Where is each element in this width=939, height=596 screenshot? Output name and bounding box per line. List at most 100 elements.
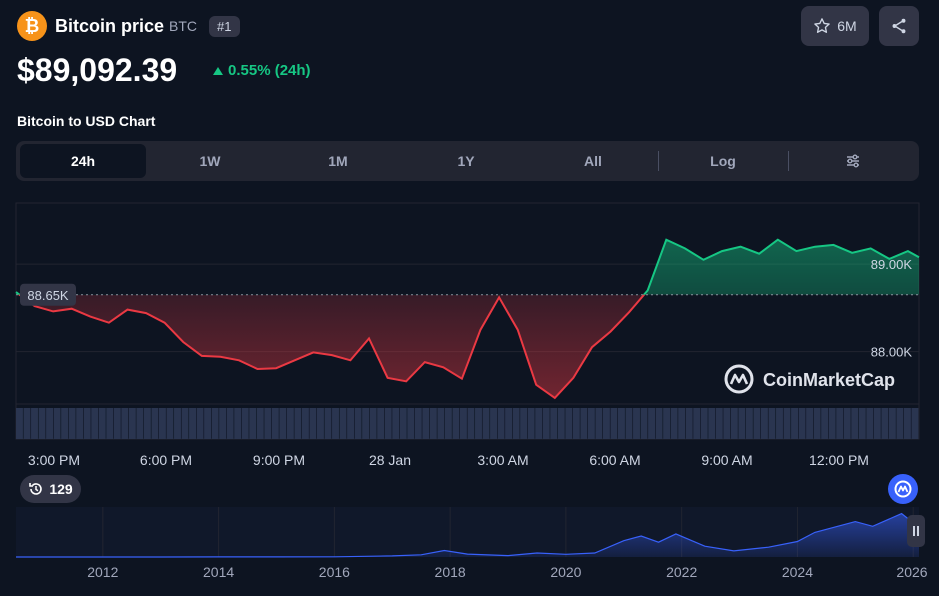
coin-symbol: BTC xyxy=(169,18,198,34)
volume-bar xyxy=(256,408,264,439)
volume-bar xyxy=(836,408,844,439)
volume-bar xyxy=(61,408,69,439)
watchlist-count: 6M xyxy=(837,18,857,34)
volume-bar xyxy=(219,408,227,439)
volume-bar xyxy=(286,408,294,439)
volume-bar xyxy=(572,408,580,439)
overview-x-tick-label: 2024 xyxy=(782,564,813,580)
price-chart[interactable]: 89.00K 88.00K 3:00 PM 6:00 PM 9:00 PM 28 Jan… xyxy=(0,195,939,480)
price-line-below xyxy=(17,294,646,400)
volume-bar xyxy=(625,408,633,439)
coin-title: Bitcoin price xyxy=(55,15,165,36)
brush-handle[interactable] xyxy=(907,515,925,547)
volume-bar xyxy=(557,408,565,439)
bitcoin-logo: ₿ xyxy=(17,11,47,41)
volume-bar xyxy=(730,408,738,439)
volume-bar xyxy=(873,408,881,439)
volume-bar xyxy=(347,408,355,439)
volume-bar xyxy=(369,408,377,439)
volume-bar xyxy=(776,408,783,439)
tab-24h[interactable]: 24h xyxy=(20,144,146,178)
overview-x-tick-label: 2020 xyxy=(550,564,581,580)
volume-bar xyxy=(444,408,452,439)
volume-bar xyxy=(738,408,746,439)
volume-bar xyxy=(881,408,889,439)
coinmarketcap-logo xyxy=(894,480,912,498)
tab-1m[interactable]: 1M xyxy=(328,153,348,169)
volume-bar xyxy=(715,408,723,439)
area-fill-above xyxy=(16,239,919,295)
volume-bar xyxy=(31,408,38,439)
overview-x-tick-label: 2014 xyxy=(203,564,234,580)
volume-bar xyxy=(98,408,106,439)
volume-bar xyxy=(580,408,588,439)
pause-icon xyxy=(913,526,919,536)
range-tabs: 24h 1W 1M 1Y All Log xyxy=(16,141,919,181)
overview-x-tick-label: 2022 xyxy=(666,564,697,580)
x-tick-label: 28 Jan xyxy=(369,452,411,468)
volume-bar xyxy=(482,408,490,439)
baseline-value: 88.65K xyxy=(27,288,69,303)
overview-x-tick-label: 2018 xyxy=(435,564,466,580)
volume-bar xyxy=(407,408,415,439)
volume-bar xyxy=(602,408,610,439)
volume-bar xyxy=(896,408,904,439)
volume-bar xyxy=(121,408,129,439)
overview-area xyxy=(16,513,919,557)
volume-bar xyxy=(753,408,761,439)
volume-bar xyxy=(362,408,370,439)
volume-bar xyxy=(768,408,776,439)
volume-bar xyxy=(377,408,385,439)
cmc-ai-button[interactable] xyxy=(888,474,918,504)
volume-bar xyxy=(791,408,798,439)
volume-bar xyxy=(648,408,656,439)
volume-bar xyxy=(760,408,768,439)
volume-bar xyxy=(633,408,640,439)
volume-bar xyxy=(128,408,136,439)
volume-bar xyxy=(527,408,535,439)
volume-bar xyxy=(332,408,339,439)
volume-bar xyxy=(655,408,663,439)
tab-1y[interactable]: 1Y xyxy=(457,153,475,169)
volume-bar xyxy=(234,408,242,439)
baseline-label: 88.65K xyxy=(20,283,76,306)
share-button[interactable] xyxy=(879,6,919,46)
chart-settings-button[interactable] xyxy=(790,144,916,178)
volume-bar xyxy=(392,408,400,439)
volume-bar xyxy=(783,408,791,439)
volume-bar xyxy=(76,408,84,439)
volume-bar xyxy=(294,408,302,439)
tab-divider xyxy=(788,151,789,171)
volume-bar xyxy=(452,408,460,439)
watchlist-button[interactable]: 6M xyxy=(801,6,869,46)
coinmarketcap-logo: CoinMarketCap xyxy=(724,364,895,394)
volume-bar xyxy=(106,408,114,439)
volume-bar xyxy=(467,408,475,439)
history-icon xyxy=(29,483,43,495)
volume-bar xyxy=(301,408,309,439)
volume-bar xyxy=(610,408,618,439)
volume-bar xyxy=(414,408,422,439)
volume-bar xyxy=(542,408,550,439)
volume-bar xyxy=(700,408,708,439)
x-tick-label: 9:00 AM xyxy=(701,452,752,468)
volume-bar xyxy=(46,408,54,439)
volume-bar xyxy=(324,408,332,439)
volume-bar xyxy=(903,408,911,439)
tab-1w[interactable]: 1W xyxy=(199,153,221,169)
volume-bar xyxy=(429,408,437,439)
volume-bar xyxy=(399,408,407,439)
volume-bar xyxy=(678,408,686,439)
area-fill-below xyxy=(16,294,919,398)
volume-bar xyxy=(565,408,573,439)
overview-x-tick-label: 2026 xyxy=(896,564,927,580)
volume-bar xyxy=(158,408,166,439)
volume-bar xyxy=(136,408,144,439)
volume-bar xyxy=(264,408,272,439)
history-button[interactable]: 129 xyxy=(20,475,81,503)
overview-chart[interactable]: 2012 2014 2016 2018 2020 2022 2024 2026 xyxy=(0,500,939,596)
tab-all[interactable]: All xyxy=(584,153,602,169)
tab-log[interactable]: Log xyxy=(710,153,736,169)
volume-bar xyxy=(723,408,731,439)
star-icon xyxy=(814,18,831,33)
